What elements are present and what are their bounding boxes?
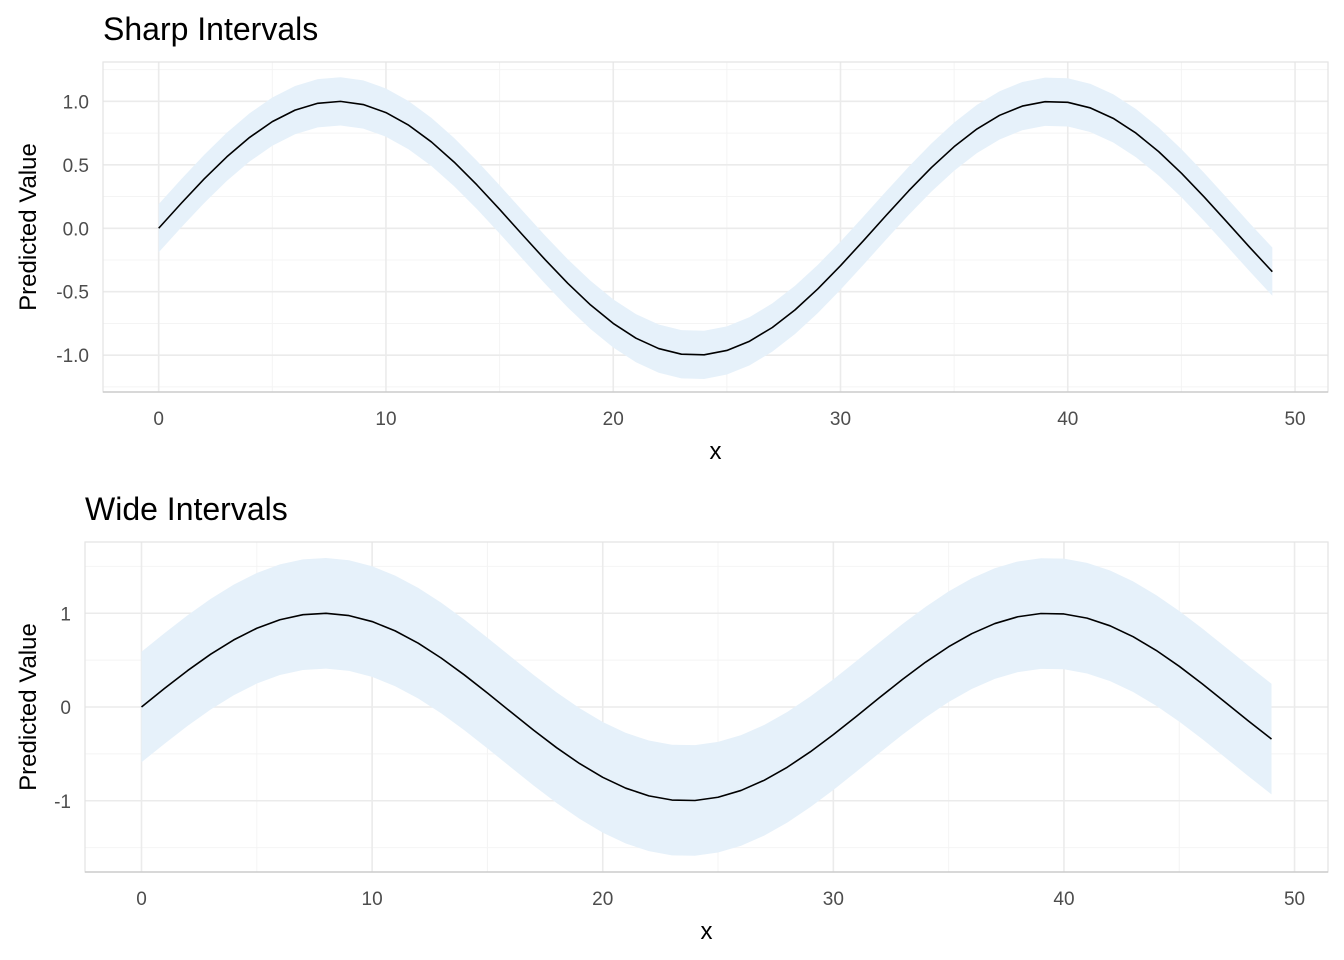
y-axis-ticks: -1 0 1 (54, 604, 71, 813)
y-tick-label: 1 (60, 604, 71, 625)
interval-ribbon (141, 557, 1272, 856)
x-tick-label: 50 (1284, 409, 1305, 430)
x-tick-label: 0 (136, 889, 147, 910)
chart-panel-wide-intervals: Wide Intervals 0 10 20 30 40 50 -1 0 1 x Predic… (15, 491, 1329, 945)
prediction-line (140, 612, 1272, 802)
x-tick-label: 20 (603, 409, 624, 430)
x-axis-title: x (701, 918, 713, 945)
y-tick-label: -1.0 (56, 346, 89, 367)
x-axis-ticks: 0 10 20 30 40 50 (153, 409, 1305, 430)
y-tick-label: -1 (54, 792, 71, 813)
x-tick-label: 20 (592, 889, 613, 910)
y-tick-label: 1.0 (63, 92, 89, 113)
x-tick-label: 10 (375, 409, 396, 430)
prediction-line (158, 100, 1273, 356)
x-tick-label: 30 (823, 889, 844, 910)
interval-ribbon (158, 77, 1273, 379)
chart-panel-sharp-intervals: Sharp Intervals 0 10 20 30 40 50 -1.0 -0.5 0.0 0… (15, 11, 1329, 465)
x-tick-label: 0 (153, 409, 164, 430)
y-tick-label: 0.5 (63, 156, 89, 177)
x-tick-label: 30 (830, 409, 851, 430)
y-tick-label: 0 (60, 698, 71, 719)
y-axis-ticks: -1.0 -0.5 0.0 0.5 1.0 (56, 92, 89, 367)
x-tick-label: 10 (362, 889, 383, 910)
chart-title: Sharp Intervals (103, 11, 318, 47)
chart-title: Wide Intervals (85, 491, 288, 527)
x-axis-title: x (710, 438, 722, 465)
y-axis-title: Predicted Value (15, 623, 42, 791)
x-tick-label: 40 (1057, 409, 1078, 430)
y-axis-title: Predicted Value (15, 143, 42, 311)
x-axis-ticks: 0 10 20 30 40 50 (136, 889, 1305, 910)
y-tick-label: -0.5 (56, 283, 89, 304)
y-tick-label: 0.0 (63, 219, 89, 240)
x-tick-label: 40 (1053, 889, 1074, 910)
x-tick-label: 50 (1284, 889, 1305, 910)
